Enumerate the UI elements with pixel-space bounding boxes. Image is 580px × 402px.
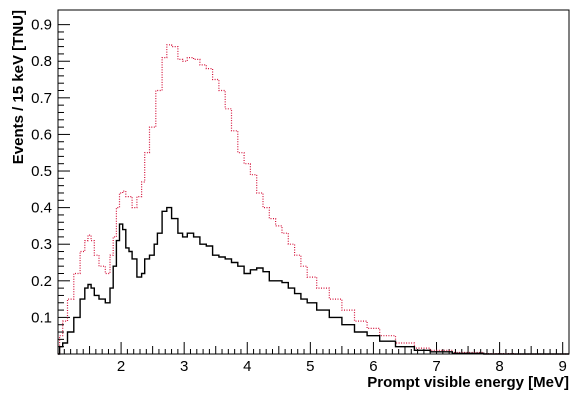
x-tick-label: 7: [432, 358, 440, 375]
y-tick-label: 0.9: [31, 17, 52, 34]
x-tick-label: 9: [559, 358, 567, 375]
y-tick-label: 0.4: [31, 200, 52, 217]
y-tick-label: 0.2: [31, 273, 52, 290]
y-tick-label: 0.5: [31, 163, 52, 180]
y-tick-label: 0.3: [31, 236, 52, 253]
plot-frame: [57, 9, 570, 355]
y-axis-label: Events / 15 keV [TNU]: [10, 10, 27, 164]
x-axis: 2 3 4 5 6 7 8 9: [63, 342, 570, 375]
x-tick-label: 2: [117, 358, 125, 375]
x-axis-label: Prompt visible energy [MeV]: [367, 374, 569, 391]
series-solid-black: [58, 206, 569, 355]
x-tick-label: 6: [369, 358, 377, 375]
x-tick-label: 3: [180, 358, 188, 375]
y-tick-label: 0.7: [31, 90, 52, 107]
y-axis: 0.1 0.2 0.3 0.4 0.5 0.6 0.7 0.8 0.9: [31, 17, 70, 348]
x-tick-label: 8: [495, 358, 503, 375]
y-tick-label: 0.6: [31, 126, 52, 143]
x-tick-label: 4: [243, 358, 251, 375]
series-dotted-red: [58, 44, 569, 355]
series-group: [58, 44, 569, 355]
y-tick-label: 0.8: [31, 53, 52, 70]
x-tick-label: 5: [306, 358, 314, 375]
y-tick-label: 0.1: [31, 309, 52, 326]
